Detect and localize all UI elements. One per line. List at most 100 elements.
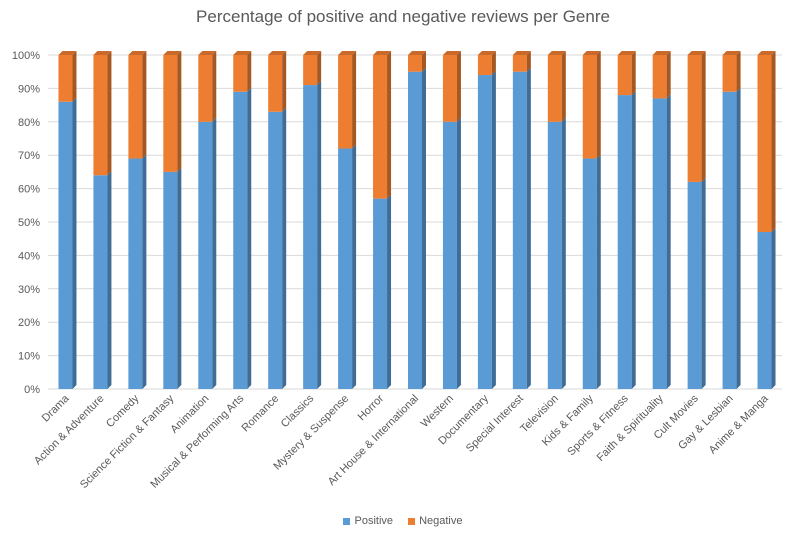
bar-front-face	[303, 85, 318, 389]
legend-swatch-positive	[343, 517, 351, 525]
bar-front-face	[722, 91, 737, 390]
bar-side-face	[142, 51, 147, 159]
bar-top-face	[58, 51, 77, 55]
bar-front-face	[373, 55, 388, 199]
bar-top-face	[198, 51, 217, 55]
bar-front-face	[547, 55, 562, 122]
bar-side-face	[666, 94, 671, 390]
legend: Positive Negative	[0, 515, 806, 527]
bar-segment-negative	[128, 51, 147, 159]
bar-side-face	[561, 117, 566, 390]
bar-side-face	[72, 97, 77, 389]
bar-front-face	[722, 55, 737, 92]
bar-side-face	[631, 51, 636, 96]
bar-segment-negative	[373, 51, 392, 199]
legend-item-positive: Positive	[343, 515, 393, 527]
bar-segment-negative	[652, 51, 671, 99]
bar-front-face	[303, 55, 318, 86]
bar-segment-negative	[93, 51, 112, 176]
bar-side-face	[387, 194, 392, 389]
bar-side-face	[491, 71, 496, 389]
bar-front-face	[338, 55, 353, 149]
bar-segment-positive	[198, 117, 217, 390]
bar-top-face	[128, 51, 147, 55]
bar-segment-negative	[338, 51, 357, 149]
legend-label-positive: Positive	[354, 515, 394, 527]
bar-top-face	[338, 51, 357, 55]
bar-segment-negative	[617, 51, 636, 96]
bar-front-face	[163, 171, 178, 389]
bar-side-face	[317, 51, 322, 86]
legend-item-negative: Negative	[408, 515, 463, 527]
bar-top-face	[163, 51, 182, 55]
bar-front-face	[408, 55, 422, 72]
bar-front-face	[233, 91, 248, 390]
bar-segment-negative	[687, 51, 706, 182]
bar-front-face	[338, 148, 353, 389]
bar-segment-negative	[198, 51, 217, 122]
bar-top-face	[582, 51, 601, 55]
bar-side-face	[422, 51, 426, 72]
bar-front-face	[233, 55, 248, 92]
bar-segment-positive	[408, 67, 426, 389]
bar-segment-negative	[58, 51, 77, 102]
bar-segment-negative	[442, 51, 461, 122]
bar-side-face	[422, 67, 426, 389]
bar-segment-negative	[477, 51, 496, 76]
bars	[58, 51, 776, 390]
bar-side-face	[177, 51, 182, 172]
bar-front-face	[198, 121, 213, 390]
bar-side-face	[247, 87, 252, 390]
x-tick-label: Drama	[40, 392, 72, 424]
bar-top-face	[233, 51, 252, 55]
bar-front-face	[652, 55, 667, 99]
bar-front-face	[687, 55, 702, 182]
bar-side-face	[771, 51, 776, 233]
legend-swatch-negative	[408, 517, 416, 525]
y-axis: 0% 10% 20% 30% 40% 50% 60% 70% 80% 90% 100%	[12, 50, 40, 396]
bar-side-face	[736, 87, 741, 390]
y-tick-label: 80%	[18, 117, 40, 129]
bar-top-face	[652, 51, 671, 55]
bar-front-face	[93, 55, 108, 176]
bar-segment-negative	[757, 51, 776, 233]
bar-segment-negative	[582, 51, 601, 159]
y-tick-label: 60%	[18, 184, 40, 196]
bar-side-face	[212, 51, 217, 122]
bar-segment-positive	[58, 97, 77, 389]
bar-segment-positive	[617, 91, 636, 389]
bar-front-face	[582, 158, 597, 389]
y-tick-label: 70%	[18, 150, 40, 162]
bar-side-face	[701, 51, 706, 182]
bar-segment-positive	[652, 94, 671, 390]
bar-top-face	[373, 51, 392, 55]
bar-front-face	[617, 95, 632, 389]
bar-front-face	[512, 55, 527, 72]
bar-segment-negative	[547, 51, 566, 122]
bar-side-face	[736, 51, 741, 92]
bar-side-face	[526, 51, 531, 72]
y-tick-label: 40%	[18, 250, 40, 262]
bar-segment-positive	[687, 177, 706, 389]
y-tick-label: 30%	[18, 284, 40, 296]
bar-segment-negative	[722, 51, 741, 92]
bar-front-face	[582, 55, 597, 159]
bar-side-face	[107, 171, 112, 389]
bar-front-face	[687, 181, 702, 389]
bar-side-face	[212, 117, 217, 390]
bar-segment-positive	[163, 167, 182, 389]
bar-segment-positive	[338, 144, 357, 389]
bar-top-face	[512, 51, 531, 55]
bar-front-face	[93, 175, 108, 389]
bar-front-face	[408, 71, 422, 389]
bar-top-face	[442, 51, 461, 55]
bar-front-face	[163, 55, 178, 172]
bar-segment-positive	[722, 87, 741, 390]
x-tick-label: Sports & Fitness	[565, 392, 631, 458]
bar-front-face	[268, 111, 283, 389]
bar-segment-negative	[163, 51, 182, 172]
bar-segment-positive	[373, 194, 392, 389]
bar-segment-negative	[512, 51, 531, 72]
bar-top-face	[722, 51, 741, 55]
